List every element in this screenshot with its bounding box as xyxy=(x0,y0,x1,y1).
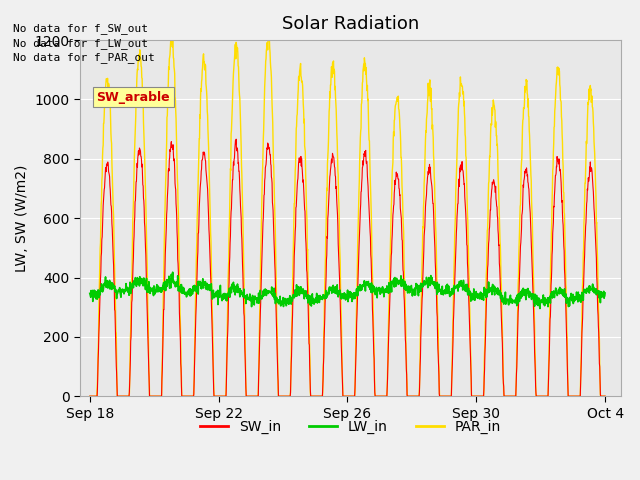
PAR_in xyxy=(469,393,477,399)
LW_in xyxy=(469,297,477,303)
SW_in xyxy=(324,211,332,217)
SW_in xyxy=(595,330,602,336)
LW_in xyxy=(324,290,332,296)
Title: Solar Radiation: Solar Radiation xyxy=(282,15,419,33)
PAR_in xyxy=(86,393,93,399)
PAR_in xyxy=(334,167,342,173)
SW_in xyxy=(166,148,174,154)
SW_in xyxy=(334,223,342,229)
SW_in xyxy=(469,393,477,399)
LW_in xyxy=(166,276,174,282)
PAR_in xyxy=(166,44,174,50)
SW_in xyxy=(232,136,240,142)
Line: PAR_in: PAR_in xyxy=(90,32,605,396)
LW_in xyxy=(545,298,552,304)
Text: SW_arable: SW_arable xyxy=(97,91,170,104)
LW_in xyxy=(169,269,177,275)
Text: No data for f_PAR_out: No data for f_PAR_out xyxy=(13,52,154,63)
SW_in xyxy=(601,393,609,399)
Line: LW_in: LW_in xyxy=(90,272,605,309)
LW_in xyxy=(334,292,342,298)
Text: No data for f_LW_out: No data for f_LW_out xyxy=(13,37,148,48)
PAR_in xyxy=(545,381,552,386)
Text: No data for f_SW_out: No data for f_SW_out xyxy=(13,23,148,34)
SW_in xyxy=(86,393,93,399)
PAR_in xyxy=(595,314,602,320)
LW_in xyxy=(86,290,93,296)
PAR_in xyxy=(324,148,332,154)
Legend: SW_in, LW_in, PAR_in: SW_in, LW_in, PAR_in xyxy=(195,414,506,439)
LW_in xyxy=(601,290,609,296)
LW_in xyxy=(595,295,603,300)
PAR_in xyxy=(264,29,272,35)
Line: SW_in: SW_in xyxy=(90,139,605,396)
LW_in xyxy=(536,306,544,312)
Y-axis label: LW, SW (W/m2): LW, SW (W/m2) xyxy=(15,165,29,272)
PAR_in xyxy=(601,393,609,399)
SW_in xyxy=(545,383,552,388)
